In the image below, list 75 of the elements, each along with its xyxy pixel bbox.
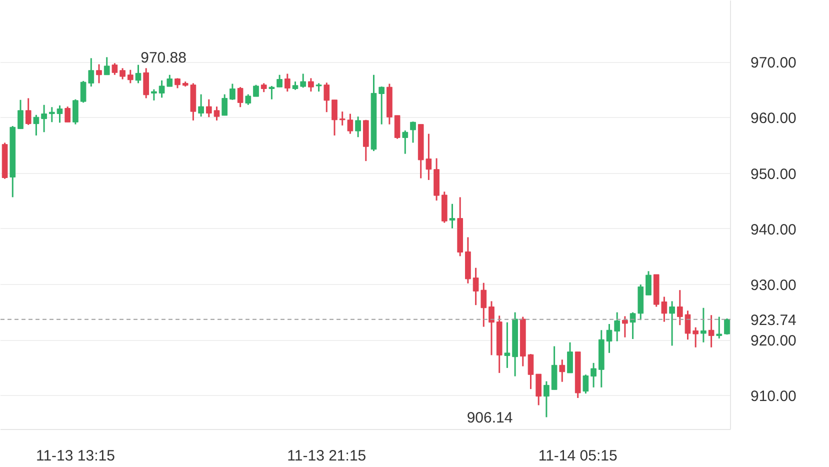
candlestick bbox=[214, 106, 220, 122]
candlestick bbox=[276, 74, 282, 88]
candlestick bbox=[332, 99, 338, 136]
y-tick-label: 970.00 bbox=[750, 54, 796, 72]
candlestick bbox=[48, 106, 55, 123]
x-tick-label: 11-13 21:15 bbox=[287, 448, 366, 464]
candlestick bbox=[268, 85, 275, 100]
candlestick bbox=[135, 64, 142, 84]
candlestick bbox=[72, 98, 78, 126]
candlestick bbox=[222, 94, 228, 116]
candlestick bbox=[112, 62, 118, 76]
candlestick bbox=[692, 326, 699, 348]
candlestick bbox=[198, 94, 204, 118]
candlestick bbox=[308, 77, 314, 92]
y-tick-label: 960.00 bbox=[750, 110, 796, 128]
candlestick bbox=[143, 67, 150, 99]
y-tick-label: 940.00 bbox=[750, 221, 796, 238]
candlestick bbox=[230, 83, 236, 101]
candlestick bbox=[339, 110, 346, 126]
candlestick bbox=[174, 77, 180, 89]
candlestick bbox=[127, 69, 134, 84]
y-tick-label: 920.00 bbox=[750, 332, 796, 350]
candlestick bbox=[237, 86, 244, 108]
candlestick bbox=[504, 322, 510, 369]
candlestick bbox=[355, 116, 361, 138]
x-tick-label: 11-13 13:15 bbox=[36, 448, 115, 464]
candlestick bbox=[606, 323, 612, 354]
candlestick bbox=[104, 56, 110, 76]
candlestick bbox=[630, 312, 636, 340]
candlestick bbox=[300, 72, 306, 88]
candlestick bbox=[646, 270, 652, 296]
candlestick bbox=[567, 342, 573, 374]
candlestick bbox=[559, 358, 566, 383]
candlestick bbox=[449, 203, 456, 230]
candlestick bbox=[18, 99, 24, 130]
candlestick bbox=[724, 318, 730, 336]
candlestick bbox=[488, 300, 494, 356]
annotation: 906.14 bbox=[466, 410, 513, 427]
candlestick bbox=[614, 312, 620, 342]
candlestick bbox=[544, 380, 550, 418]
candlestick bbox=[582, 374, 589, 394]
candlestick bbox=[669, 300, 675, 346]
y-tick-label: 910.00 bbox=[750, 388, 796, 406]
candlestick bbox=[708, 314, 714, 348]
candlestick bbox=[700, 307, 706, 344]
candlestick bbox=[590, 362, 596, 388]
candlestick bbox=[716, 316, 722, 340]
x-tick-label: 11-14 05:15 bbox=[538, 448, 618, 464]
candlestick bbox=[120, 67, 126, 80]
candlestick bbox=[245, 94, 252, 106]
candlestick bbox=[684, 310, 691, 340]
y-tick-label: 950.00 bbox=[750, 166, 796, 183]
annotation: 970.88 bbox=[140, 50, 186, 67]
candlestick bbox=[622, 315, 628, 338]
candlestick bbox=[347, 113, 354, 135]
candlestick bbox=[56, 104, 63, 124]
y-tick-label: 930.00 bbox=[750, 277, 796, 294]
candlestick bbox=[402, 130, 408, 155]
candlestick bbox=[206, 98, 212, 118]
candlestick bbox=[676, 289, 683, 326]
candlestick bbox=[394, 114, 400, 140]
candlestick bbox=[324, 82, 330, 113]
candlestick bbox=[25, 97, 32, 126]
candlestick bbox=[284, 72, 290, 92]
candlestick bbox=[528, 353, 534, 390]
candlestick bbox=[33, 114, 40, 136]
candlestick bbox=[410, 120, 416, 144]
candlestick bbox=[253, 84, 259, 98]
candlestick bbox=[151, 88, 157, 102]
candlestick bbox=[96, 64, 102, 84]
candlestick bbox=[536, 373, 542, 406]
candlestick bbox=[41, 104, 47, 133]
candlestick bbox=[378, 86, 385, 126]
ref-line-label: 923.74 bbox=[750, 312, 796, 329]
candlestick bbox=[64, 106, 71, 123]
